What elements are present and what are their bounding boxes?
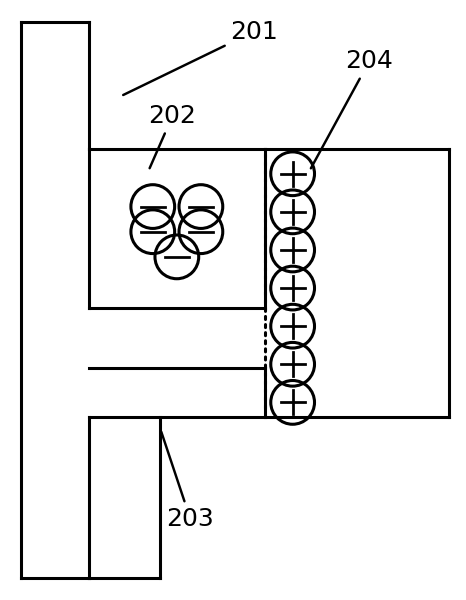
Text: 204: 204 [311,49,393,169]
Text: 203: 203 [161,432,214,530]
Text: 201: 201 [123,20,278,95]
Text: 202: 202 [149,104,196,168]
